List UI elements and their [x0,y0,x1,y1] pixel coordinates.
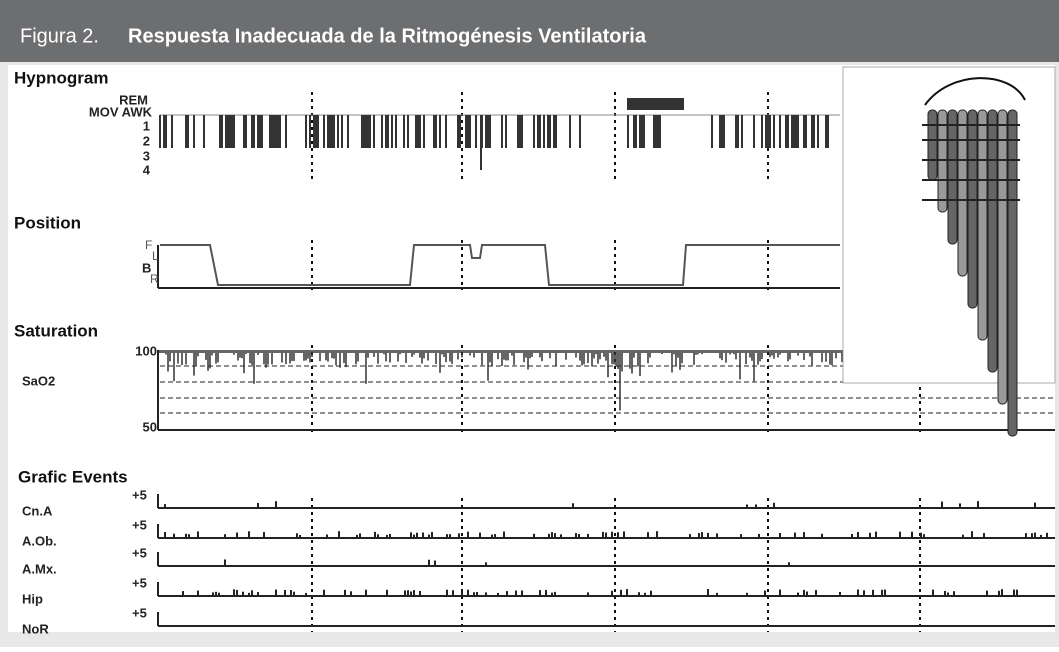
header-band [0,0,1059,62]
event-scale: +5 [132,487,147,502]
event-channel: Cn.A [22,503,53,518]
saturation-channel: SaO2 [22,373,55,388]
pipe [947,109,958,245]
saturation-scale: 50 [143,419,157,434]
pipe [927,109,938,181]
event-scale: +5 [132,605,147,620]
position-trace [160,244,840,286]
event-channel: Hip [22,591,43,606]
stage-label: REM [119,92,148,107]
position-title: Position [14,213,81,232]
hypnogram-title: Hypnogram [14,68,108,87]
position-level: L [152,249,159,263]
pipe-cord [924,77,1026,106]
position-level: F [145,238,152,252]
event-scale: +5 [132,575,147,590]
event-scale: +5 [132,517,147,532]
hypno-rem [627,98,684,110]
event-channel: A.Ob. [22,533,57,548]
traces: Cn.A +5 A.Ob. +5 A.Mx. +5 Hip +5 NoR +5 [22,66,1056,636]
figure-label: Figura 2. [20,25,99,47]
pipe [1007,109,1018,437]
stage-label: 3 [143,148,150,163]
stage-label: 1 [143,118,150,133]
pipe [997,109,1008,405]
position-level: B [142,260,151,275]
pipe [977,109,988,341]
pipe [957,109,968,277]
pipe [987,109,998,373]
event-scale: +5 [132,545,147,560]
figure-title: Respuesta Inadecuada de la Ritmogénesis … [128,25,647,47]
stage-label: MOV AWK [89,104,153,119]
stage-label: 2 [143,133,150,148]
position-level: R [150,272,159,286]
saturation-title: Saturation [14,321,98,340]
event-channel: A.Mx. [22,561,57,576]
saturation-scale: 100 [135,343,157,358]
stage-label: 4 [143,162,151,177]
event-channel: NoR [22,621,49,636]
events-title: Grafic Events [18,467,128,486]
